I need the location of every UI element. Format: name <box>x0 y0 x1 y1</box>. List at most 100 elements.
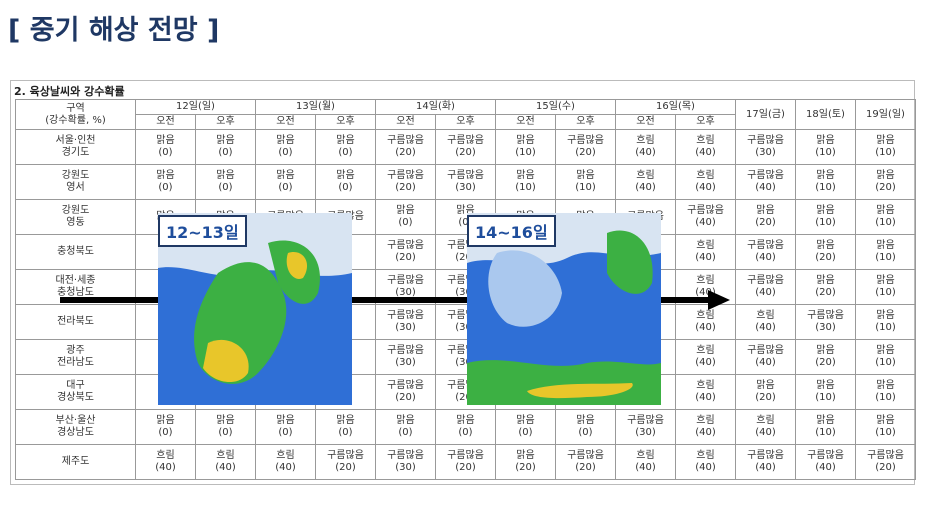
half-day-header: 오전 <box>375 114 436 130</box>
section-title: 2. 육상날씨와 강수확률 <box>14 85 125 98</box>
half-day-header: 오후 <box>675 114 736 130</box>
half-day-header: 오전 <box>615 114 676 130</box>
data-row: 광주 전라남도 구름많음 (30) 구름많음 (30) 흐림 (40) 구름많음 (40… <box>15 339 916 375</box>
corner-header: 구역 (강수확률, %) <box>15 99 136 130</box>
half-day-header: 오후 <box>195 114 256 130</box>
region-cell: 전라북도 <box>15 304 136 340</box>
forecast-cell: 구름많음 (20) <box>375 234 436 270</box>
forecast-cell: 맑음 (10) <box>855 199 916 235</box>
weather-map: 12~13일 <box>158 213 352 405</box>
forecast-cell: 구름많음 (20) <box>315 444 376 480</box>
forecast-cell: 흐림 (40) <box>615 129 676 165</box>
data-row: 강원도 영동맑음맑음구름많음구름많음맑음 (0)맑음 (0)맑음맑음구름많음구름… <box>15 199 916 235</box>
forecast-cell: 맑음 (0) <box>375 199 436 235</box>
half-day-header: 오후 <box>435 114 496 130</box>
region-cell: 광주 전라남도 <box>15 339 136 375</box>
forecast-cell: 맑음 (20) <box>735 199 796 235</box>
data-row: 서울·인천 경기도 맑음 (0) 맑음 (0) 맑음 (0) 맑음 (0) 구름많음 (2… <box>15 129 916 165</box>
day-header: 16일(목) <box>615 99 736 115</box>
forecast-cell: 구름많음 (20) <box>375 129 436 165</box>
forecast-cell: 흐림 (40) <box>135 444 196 480</box>
half-day-header: 오후 <box>315 114 376 130</box>
forecast-cell: 맑음 (20) <box>855 164 916 200</box>
data-row: 충청북도 구름많음 (20) 구름많음 (20) 흐림 (40) 구름많음 (40) 맑음… <box>15 234 916 270</box>
forecast-cell: 맑음 (20) <box>795 339 856 375</box>
forecast-cell: 맑음 (10) <box>795 129 856 165</box>
forecast-cell: 맑음 (10) <box>855 374 916 410</box>
forecast-cell: 맑음 (0) <box>135 409 196 445</box>
day-header: 18일(토) <box>795 99 856 130</box>
forecast-cell: 흐림 (40) <box>675 234 736 270</box>
forecast-cell: 맑음 (20) <box>735 374 796 410</box>
arrow <box>60 297 710 303</box>
forecast-cell: 흐림 (40) <box>735 409 796 445</box>
forecast-cell: 맑음 (10) <box>555 164 616 200</box>
map-label: 14~16일 <box>467 215 556 247</box>
forecast-cell: 흐림 (40) <box>675 409 736 445</box>
day-header: 19일(일) <box>855 99 916 130</box>
forecast-cell: 흐림 (40) <box>195 444 256 480</box>
forecast-cell: 맑음 (0) <box>375 409 436 445</box>
forecast-cell: 맑음 (10) <box>795 164 856 200</box>
forecast-cell: 구름많음 (40) <box>735 444 796 480</box>
region-cell: 강원도 영서 <box>15 164 136 200</box>
data-row: 전라북도 구름많음 (30) 구름많음 (30) 흐림 (40) 흐림 (40) 구름많음… <box>15 304 916 340</box>
forecast-cell: 맑음 (20) <box>795 234 856 270</box>
forecast-cell: 맑음 (0) <box>195 164 256 200</box>
forecast-cell: 구름많음 (40) <box>795 444 856 480</box>
forecast-cell: 구름많음 (30) <box>375 444 436 480</box>
data-row: 제주도 흐림 (40) 흐림 (40) 흐림 (40) 구름많음 (20) 구름많음 (3… <box>15 444 916 480</box>
arrowhead <box>708 290 730 310</box>
forecast-cell: 맑음 (10) <box>795 409 856 445</box>
forecast-cell: 맑음 (10) <box>795 199 856 235</box>
forecast-cell: 맑음 (10) <box>855 234 916 270</box>
forecast-cell: 맑음 (10) <box>855 129 916 165</box>
forecast-cell: 흐림 (40) <box>675 304 736 340</box>
forecast-cell: 흐림 (40) <box>615 444 676 480</box>
day-header: 15일(수) <box>495 99 616 115</box>
region-cell: 부산·울산 경상남도 <box>15 409 136 445</box>
forecast-cell: 구름많음 (40) <box>675 199 736 235</box>
forecast-cell: 맑음 (0) <box>315 164 376 200</box>
half-day-header: 오후 <box>555 114 616 130</box>
forecast-cell: 흐림 (40) <box>675 129 736 165</box>
forecast-cell: 맑음 (10) <box>855 269 916 305</box>
day-header: 12일(일) <box>135 99 256 115</box>
region-cell: 서울·인천 경기도 <box>15 129 136 165</box>
forecast-cell: 흐림 (40) <box>615 164 676 200</box>
forecast-cell: 구름많음 (40) <box>735 269 796 305</box>
forecast-cell: 구름많음 (30) <box>375 339 436 375</box>
data-row: 대구 경상북도 구름많음 (20) 구름많음 (20) 흐림 (40) 맑음 (20) 맑… <box>15 374 916 410</box>
half-day-header: 오전 <box>135 114 196 130</box>
forecast-cell: 구름많음 (20) <box>555 129 616 165</box>
region-cell: 대구 경상북도 <box>15 374 136 410</box>
forecast-cell: 맑음 (0) <box>315 129 376 165</box>
forecast-cell: 맑음 (0) <box>495 409 556 445</box>
forecast-cell: 맑음 (0) <box>555 409 616 445</box>
page-title: [ 중기 해상 전망 ] <box>8 15 220 46</box>
data-row: 부산·울산 경상남도 맑음 (0) 맑음 (0) 맑음 (0) 맑음 (0) 맑음 (0)… <box>15 409 916 445</box>
forecast-cell: 맑음 (10) <box>855 409 916 445</box>
forecast-cell: 맑음 (10) <box>495 129 556 165</box>
forecast-cell: 맑음 (0) <box>315 409 376 445</box>
forecast-cell: 구름많음 (20) <box>435 129 496 165</box>
forecast-cell: 흐림 (40) <box>675 339 736 375</box>
forecast-cell: 흐림 (40) <box>675 164 736 200</box>
half-day-header: 오전 <box>495 114 556 130</box>
forecast-cell: 맑음 (0) <box>435 409 496 445</box>
forecast-cell: 구름많음 (30) <box>375 304 436 340</box>
region-cell: 충청북도 <box>15 234 136 270</box>
weather-map: 14~16일 <box>467 213 661 405</box>
forecast-cell: 구름많음 (30) <box>795 304 856 340</box>
day-header: 14일(화) <box>375 99 496 115</box>
half-day-header: 오전 <box>255 114 316 130</box>
forecast-cell: 맑음 (0) <box>255 129 316 165</box>
forecast-cell: 맑음 (10) <box>795 374 856 410</box>
day-header: 17일(금) <box>735 99 796 130</box>
header-row: 구역 (강수확률, %) 12일(일) 13일(월) 14일(화) 15일(수) 16일(… <box>15 99 916 130</box>
data-row: 강원도 영서 맑음 (0) 맑음 (0) 맑음 (0) 맑음 (0) 구름많음 (20) 구… <box>15 164 916 200</box>
forecast-cell: 흐림 (40) <box>255 444 316 480</box>
forecast-cell: 구름많음 (40) <box>735 339 796 375</box>
forecast-cell: 구름많음 (20) <box>855 444 916 480</box>
